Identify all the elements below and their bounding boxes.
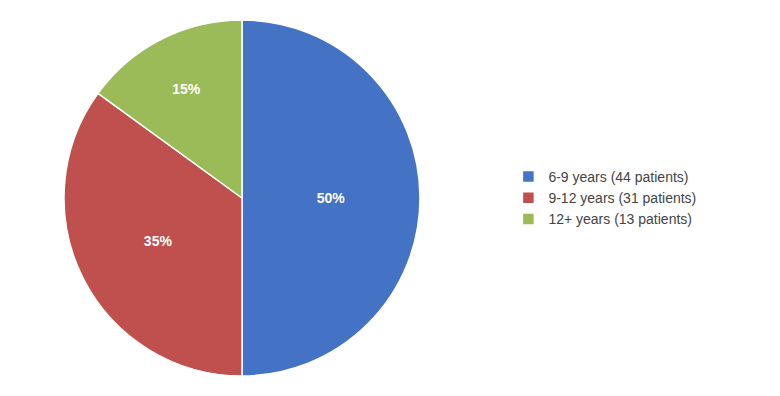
svg-text:9-12 years (31 patients): 9-12 years (31 patients)	[548, 190, 696, 206]
svg-text:12+ years (13 patients): 12+ years (13 patients)	[548, 211, 692, 227]
svg-text:15%: 15%	[172, 81, 201, 97]
svg-text:50%: 50%	[317, 190, 346, 206]
svg-text:6-9 years (44 patients): 6-9 years (44 patients)	[548, 169, 688, 185]
svg-text:35%: 35%	[144, 233, 173, 249]
